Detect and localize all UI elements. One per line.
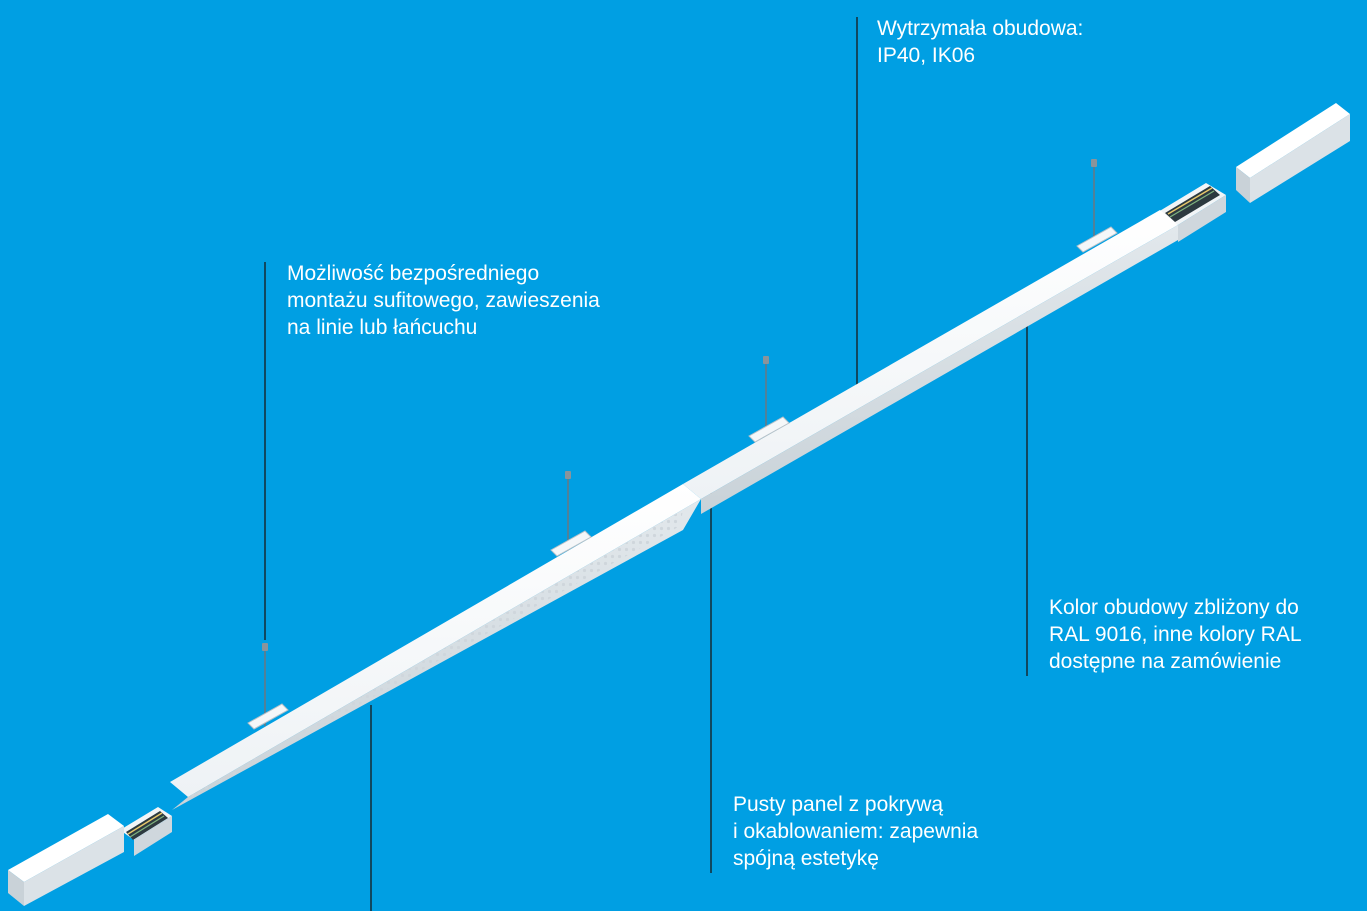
callout-text: IP40, IK06: [877, 44, 976, 67]
housing-section-led: [170, 484, 701, 810]
callout-text: na linie lub łańcuchu: [287, 316, 478, 339]
callout-text: dostępne na zamówienie: [1049, 650, 1282, 673]
driver-module-right: [1158, 183, 1226, 242]
callout-text: spójną estetykę: [733, 847, 879, 870]
callout-housing-rating: Wytrzymała obudowa: IP40, IK06: [877, 15, 1083, 69]
callout-housing-color: Kolor obudowy zbliżony do RAL 9016, inne…: [1049, 594, 1302, 675]
mounting-bracket: [247, 226, 1118, 730]
callout-text: i okablowaniem: zapewnia: [733, 820, 979, 843]
driver-module-left: [120, 807, 172, 856]
suspension-hook-icon: [262, 159, 1097, 651]
callout-text: montażu sufitowego, zawieszenia: [287, 289, 600, 312]
end-cap-left: [8, 814, 124, 906]
end-cap-right: [1236, 103, 1350, 203]
callout-blank-panel: Pusty panel z pokrywą i okablowaniem: za…: [733, 791, 978, 872]
housing-section-right: [683, 210, 1178, 514]
callout-text: Kolor obudowy zbliżony do: [1049, 596, 1299, 619]
callout-text: Możliwość bezpośredniego: [287, 262, 540, 285]
callout-text: RAL 9016, inne kolory RAL: [1049, 623, 1302, 646]
callout-mounting-options: Możliwość bezpośredniego montażu sufitow…: [287, 260, 600, 341]
suspension-wire: [264, 163, 1095, 726]
callout-text: Pusty panel z pokrywą: [733, 793, 944, 816]
callout-text: Wytrzymała obudowa:: [877, 17, 1084, 40]
